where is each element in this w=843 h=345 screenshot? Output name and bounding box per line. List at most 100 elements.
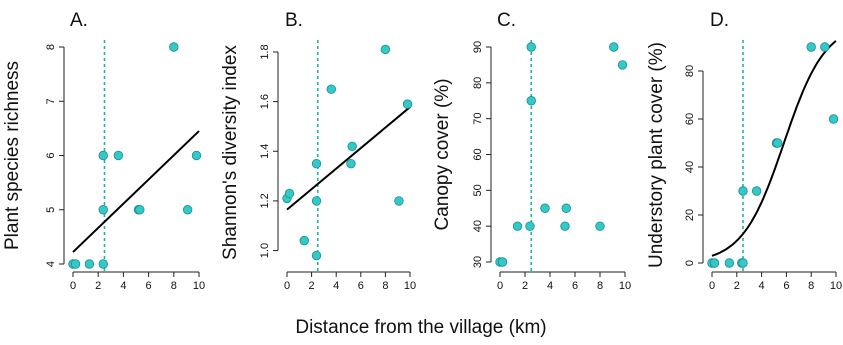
panel-b: B. Shannon's diversity index 1.0 1.2 1.4 1.6 1… <box>220 10 416 292</box>
x-tick-label: 0 <box>70 280 76 292</box>
data-point <box>828 114 839 124</box>
data-point <box>806 42 816 52</box>
data-point <box>346 158 356 169</box>
data-point <box>617 60 628 70</box>
y-tick-label: 20 <box>684 209 696 221</box>
y-axis-label: Canopy cover (%) <box>432 78 453 230</box>
y-tick-label: 40 <box>684 161 696 173</box>
y-tick-label: 1.8 <box>259 44 271 59</box>
data-point <box>512 221 523 231</box>
x-tick-label: 10 <box>830 280 842 292</box>
data-point <box>751 186 762 196</box>
data-point <box>595 221 605 231</box>
data-point <box>609 42 619 52</box>
data-point <box>560 221 570 231</box>
data-point <box>169 42 179 52</box>
y-tick-label: 50 <box>472 184 484 196</box>
x-tick-label: 0 <box>709 280 715 292</box>
data-point <box>347 141 357 151</box>
data-point <box>738 258 748 268</box>
x-tick-label: 2 <box>309 280 315 292</box>
y-tick-label: 5 <box>45 207 57 213</box>
x-tick-label: 2 <box>522 280 528 292</box>
y-tick-label: 7 <box>45 98 57 104</box>
data-point <box>380 44 391 55</box>
data-point <box>540 203 550 213</box>
x-axis-label: Distance from the village (km) <box>295 317 546 338</box>
panel-d: D. Understory plant cover (%) 0 20 40 60 80 0 2 4… <box>646 10 842 292</box>
x-tick-label: 6 <box>572 280 578 292</box>
y-axis-label: Plant species richness <box>2 61 23 250</box>
data-point <box>738 186 748 196</box>
data-point <box>526 96 536 106</box>
x-tick-label: 10 <box>404 280 416 292</box>
y-tick-label: 80 <box>684 65 696 77</box>
y-tick-label: 1.0 <box>259 243 271 258</box>
x-tick-label: 10 <box>193 280 205 292</box>
data-point <box>284 188 295 199</box>
data-point <box>135 205 145 215</box>
y-tick-label: 1.6 <box>259 94 271 109</box>
data-point <box>182 205 193 215</box>
x-tick-label: 8 <box>597 280 603 292</box>
x-tick-label: 8 <box>171 280 177 292</box>
data-point <box>98 150 108 161</box>
panel-a: A. Plant species richness 4 5 6 7 8 0 2 4 6 8 10 <box>2 10 205 292</box>
y-axis-label: Shannon's diversity index <box>220 45 241 260</box>
data-point <box>98 259 108 269</box>
y-tick-label: 8 <box>45 44 57 50</box>
panel-label: B. <box>285 10 303 31</box>
data-point <box>311 196 322 206</box>
x-tick-label: 6 <box>358 280 364 292</box>
data-point <box>773 138 783 148</box>
x-tick-label: 4 <box>547 280 553 292</box>
data-point <box>394 196 404 206</box>
y-tick-label: 80 <box>472 77 484 89</box>
fit-line <box>286 106 411 211</box>
data-point <box>402 99 413 109</box>
y-tick-label: 70 <box>472 113 484 125</box>
data-point <box>311 158 322 169</box>
data-point <box>311 250 322 261</box>
x-tick-label: 4 <box>759 280 765 292</box>
x-tick-label: 0 <box>497 280 503 292</box>
x-tick-label: 2 <box>95 280 101 292</box>
data-point <box>70 259 81 269</box>
data-point <box>561 203 571 213</box>
panel-label: C. <box>497 10 516 31</box>
y-tick-label: 40 <box>472 220 484 232</box>
x-tick-label: 8 <box>382 280 388 292</box>
x-tick-label: 4 <box>120 280 126 292</box>
data-point <box>525 221 535 231</box>
y-axis-label: Understory plant cover (%) <box>646 42 667 268</box>
data-point <box>326 84 336 94</box>
y-tick-label: 60 <box>684 113 696 125</box>
x-tick-label: 8 <box>808 280 814 292</box>
data-point <box>526 42 536 52</box>
data-point <box>709 258 720 268</box>
panel-label: D. <box>710 10 729 31</box>
y-tick-label: 1.4 <box>259 144 271 159</box>
y-tick-label: 6 <box>45 152 57 158</box>
x-tick-label: 2 <box>734 280 740 292</box>
x-tick-label: 6 <box>146 280 152 292</box>
data-point <box>98 205 108 215</box>
panel-c: C. Canopy cover (%) 30 40 50 60 70 80 90 0 2 4 6 8 10 <box>432 10 631 292</box>
y-tick-label: 90 <box>472 41 484 53</box>
data-point <box>820 42 830 52</box>
y-tick-label: 60 <box>472 148 484 160</box>
y-tick-label: 4 <box>45 261 57 267</box>
data-point <box>191 150 202 161</box>
x-tick-label: 10 <box>619 280 631 292</box>
x-tick-label: 0 <box>284 280 290 292</box>
fit-curve <box>711 40 837 257</box>
y-tick-label: 30 <box>472 256 484 268</box>
y-tick-label: 0 <box>684 260 696 266</box>
fit-line <box>72 130 200 253</box>
x-tick-label: 6 <box>783 280 789 292</box>
data-point <box>724 258 735 268</box>
data-point <box>113 150 124 161</box>
panel-label: A. <box>70 10 88 31</box>
